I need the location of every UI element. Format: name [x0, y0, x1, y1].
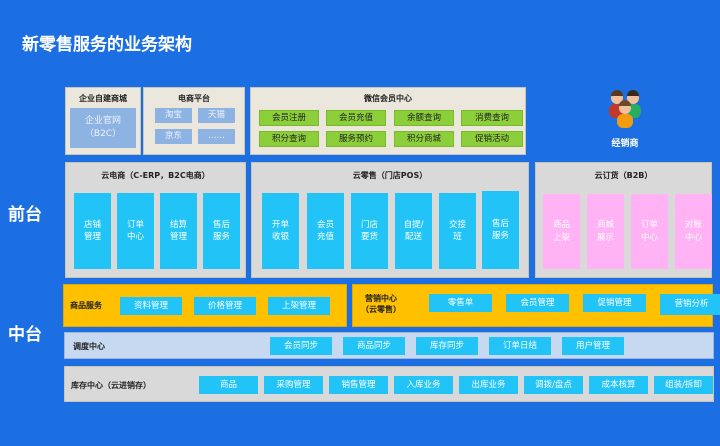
- dispatch-item[interactable]: 库存同步: [416, 337, 478, 355]
- front-label: 前台: [8, 205, 42, 225]
- marketing-panel: 营销中心 （云零售） 零售单 会员管理 促销管理 营销分析: [352, 284, 720, 327]
- cloud-ecom-title: 云电商（C-ERP，B2C电商）: [101, 171, 210, 180]
- marketing-item[interactable]: 营销分析: [660, 294, 720, 315]
- wechat-panel: 微信会员中心 会员注册 会员充值 余额查询 消费查询 积分查询 服务预约 积分商…: [250, 87, 526, 155]
- inventory-item[interactable]: 采购管理: [264, 376, 323, 394]
- cloud-order-item[interactable]: 商城 展示: [587, 194, 624, 269]
- cloud-retail-title: 云零售（门店POS）: [352, 171, 428, 180]
- cloud-order-title: 云订货（B2B）: [594, 171, 653, 180]
- wechat-item[interactable]: 服务预约: [326, 131, 386, 147]
- cloud-ecom-panel: 云电商（C-ERP，B2C电商） 店铺 管理 订单 中心 结算 管理 售后 服务: [65, 162, 246, 278]
- inventory-item[interactable]: 组装/拆卸: [654, 376, 713, 394]
- dispatch-title: 调度中心: [73, 342, 105, 351]
- inventory-item[interactable]: 入库业务: [394, 376, 453, 394]
- platform-jd[interactable]: 京东: [155, 129, 192, 144]
- wechat-item[interactable]: 会员注册: [259, 110, 319, 126]
- goods-service-item[interactable]: 资料管理: [120, 297, 182, 315]
- goods-service-item[interactable]: 价格管理: [194, 297, 256, 315]
- platform-taobao[interactable]: 淘宝: [155, 108, 192, 123]
- dispatch-panel: 调度中心 会员同步 商品同步 库存同步 订单日结 用户管理: [64, 332, 714, 359]
- cloud-order-panel: 云订货（B2B） 商品 上架 商城 展示 订单 中心 对账 中心: [535, 162, 712, 278]
- cloud-ecom-item[interactable]: 结算 管理: [160, 193, 197, 269]
- cloud-retail-item[interactable]: 交接 班: [439, 193, 476, 269]
- inventory-panel: 库存中心（云进销存） 商品 采购管理 销售管理 入库业务 出库业务 调拨/盘点 …: [64, 366, 714, 402]
- inventory-item[interactable]: 商品: [199, 376, 258, 394]
- goods-service-title: 商品服务: [70, 301, 102, 310]
- people-group-icon: [609, 90, 641, 128]
- wechat-title: 微信会员中心: [364, 94, 412, 103]
- wechat-item[interactable]: 积分商城: [394, 131, 454, 147]
- dispatch-item[interactable]: 订单日结: [489, 337, 551, 355]
- inventory-title: 库存中心（云进销存）: [71, 381, 151, 390]
- self-mall-title: 企业自建商城: [79, 94, 127, 103]
- inventory-item[interactable]: 调拨/盘点: [524, 376, 583, 394]
- ecom-platform-title: 电商平台: [178, 94, 210, 103]
- dealer: 经销商: [600, 90, 650, 150]
- cloud-order-item[interactable]: 订单 中心: [631, 194, 668, 269]
- marketing-title: 营销中心 （云零售）: [361, 294, 401, 315]
- dispatch-item[interactable]: 会员同步: [270, 337, 332, 355]
- middle-label: 中台: [8, 325, 42, 345]
- goods-service-item[interactable]: 上架管理: [268, 297, 330, 315]
- platform-tmall[interactable]: 天猫: [198, 108, 235, 123]
- dealer-label: 经销商: [611, 139, 639, 149]
- marketing-item[interactable]: 会员管理: [506, 294, 569, 312]
- b2c-site[interactable]: 企业官网 （B2C）: [70, 108, 136, 148]
- inventory-item[interactable]: 销售管理: [329, 376, 388, 394]
- wechat-item[interactable]: 会员充值: [326, 110, 386, 126]
- page-title: 新零售服务的业务架构: [22, 35, 192, 55]
- inventory-item[interactable]: 出库业务: [459, 376, 518, 394]
- cloud-retail-item[interactable]: 自提/ 配送: [395, 193, 432, 269]
- cloud-ecom-item[interactable]: 店铺 管理: [74, 193, 111, 269]
- wechat-item[interactable]: 促销活动: [461, 131, 523, 147]
- marketing-item[interactable]: 促销管理: [583, 294, 646, 312]
- cloud-order-item[interactable]: 对账 中心: [675, 194, 712, 269]
- cloud-retail-item[interactable]: 门店 要货: [351, 193, 388, 269]
- wechat-item[interactable]: 消费查询: [461, 110, 523, 126]
- cloud-ecom-item[interactable]: 售后 服务: [203, 193, 240, 269]
- ecom-platform-panel: 电商平台 淘宝 天猫 京东 ……: [143, 87, 245, 155]
- wechat-item[interactable]: 积分查询: [259, 131, 319, 147]
- wechat-item[interactable]: 余额查询: [394, 110, 454, 126]
- goods-service-panel: 商品服务 资料管理 价格管理 上架管理: [63, 284, 347, 327]
- cloud-retail-item[interactable]: 售后 服务: [482, 191, 519, 269]
- cloud-ecom-item[interactable]: 订单 中心: [117, 193, 154, 269]
- marketing-item[interactable]: 零售单: [429, 294, 492, 312]
- platform-more[interactable]: ……: [198, 129, 235, 144]
- cloud-order-item[interactable]: 商品 上架: [543, 194, 580, 269]
- inventory-item[interactable]: 成本核算: [589, 376, 648, 394]
- dispatch-item[interactable]: 用户管理: [562, 337, 624, 355]
- cloud-retail-panel: 云零售（门店POS） 开单 收银 会员 充值 门店 要货 自提/ 配送 交接 班…: [251, 162, 529, 278]
- dispatch-item[interactable]: 商品同步: [343, 337, 405, 355]
- cloud-retail-item[interactable]: 开单 收银: [262, 193, 299, 269]
- cloud-retail-item[interactable]: 会员 充值: [307, 193, 344, 269]
- self-mall-panel: 企业自建商城 企业官网 （B2C）: [65, 87, 141, 155]
